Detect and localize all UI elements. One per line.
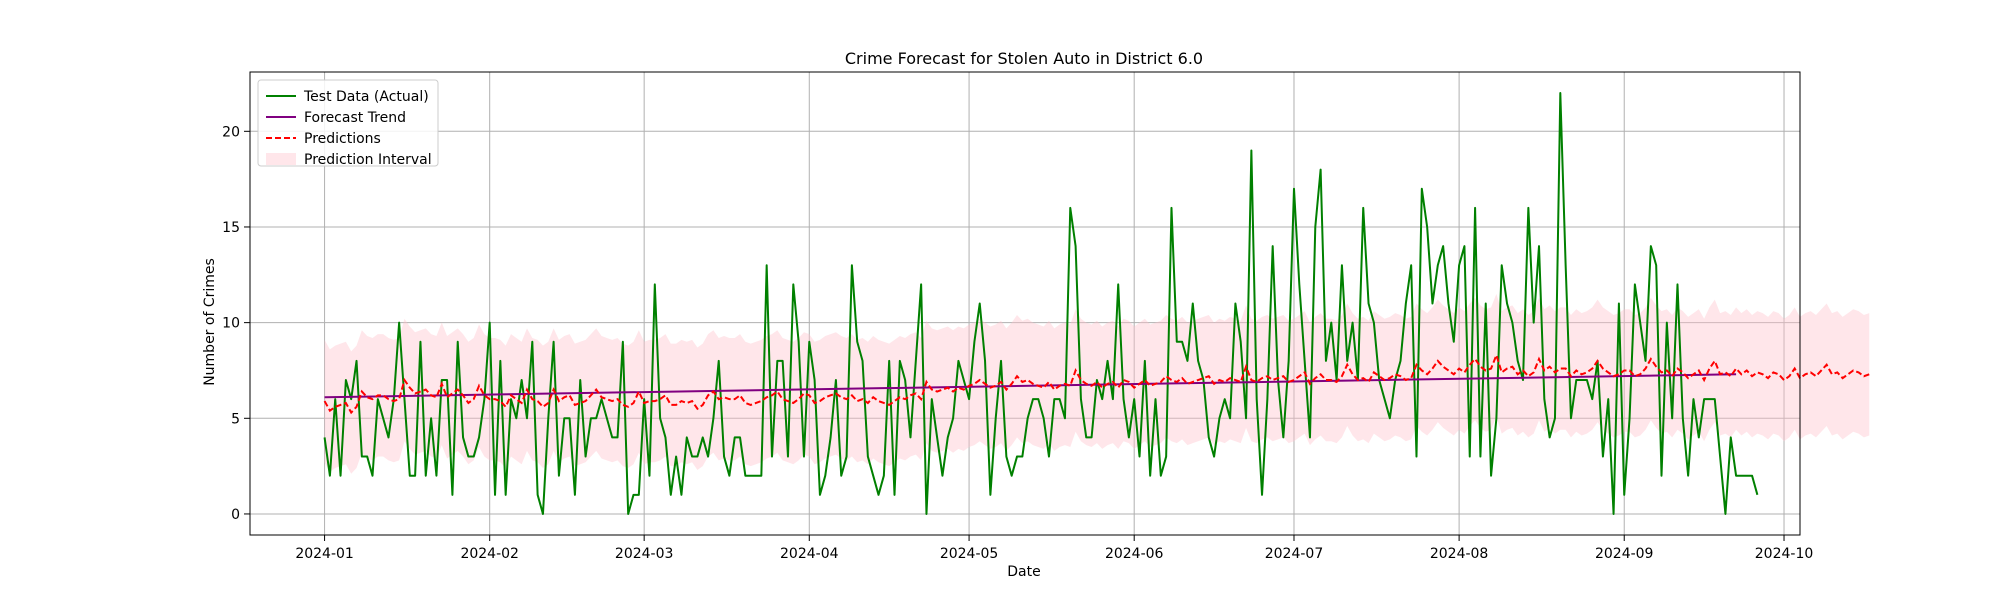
predictions-line	[323, 352, 1870, 415]
legend-box	[257, 79, 439, 167]
legend-label: Prediction Interval	[304, 152, 432, 168]
legend-item: Prediction Interval	[266, 152, 432, 168]
x-tick-label: 2024-08	[1430, 546, 1489, 562]
x-tick-label: 2024-01	[295, 546, 354, 562]
y-tick-label: 5	[231, 411, 240, 427]
y-tick-label: 10	[222, 316, 240, 332]
legend-label: Forecast Trend	[304, 110, 406, 126]
x-axis-label: Date	[1007, 564, 1040, 580]
x-tick-label: 2024-04	[780, 546, 839, 562]
x-tick-label: 2024-10	[1755, 546, 1814, 562]
chart-title: Crime Forecast for Stolen Auto in Distri…	[845, 49, 1203, 68]
legend-label: Test Data (Actual)	[303, 89, 429, 105]
legend-item: Predictions	[266, 131, 381, 147]
x-tick-label: 2024-03	[615, 546, 674, 562]
x-tick-label: 2024-06	[1105, 546, 1164, 562]
y-tick-label: 20	[222, 124, 240, 140]
series-layer	[323, 92, 1870, 515]
x-tick-label: 2024-05	[940, 546, 999, 562]
plot-frame	[249, 71, 1801, 536]
y-tick-label: 0	[231, 507, 240, 523]
axes-layer: 2024-01 2024-02 2024-03 2024-04 2024-05 2024-…	[222, 71, 1814, 562]
x-tick-label: 2024-09	[1595, 546, 1654, 562]
y-axis-label: Number of Crimes	[202, 258, 218, 386]
legend-swatch	[266, 153, 296, 165]
legend-item: Test Data (Actual)	[266, 89, 429, 105]
x-tick-label: 2024-07	[1265, 546, 1324, 562]
legend-item: Forecast Trend	[266, 110, 406, 126]
forecast-trend-line	[324, 373, 1737, 399]
legend-label: Predictions	[304, 131, 381, 147]
test-data-line	[323, 92, 1759, 515]
x-tick-label: 2024-02	[460, 546, 519, 562]
y-tick-label: 15	[222, 220, 240, 236]
legend: Test Data (Actual) Forecast Trend Predicti…	[257, 79, 439, 168]
